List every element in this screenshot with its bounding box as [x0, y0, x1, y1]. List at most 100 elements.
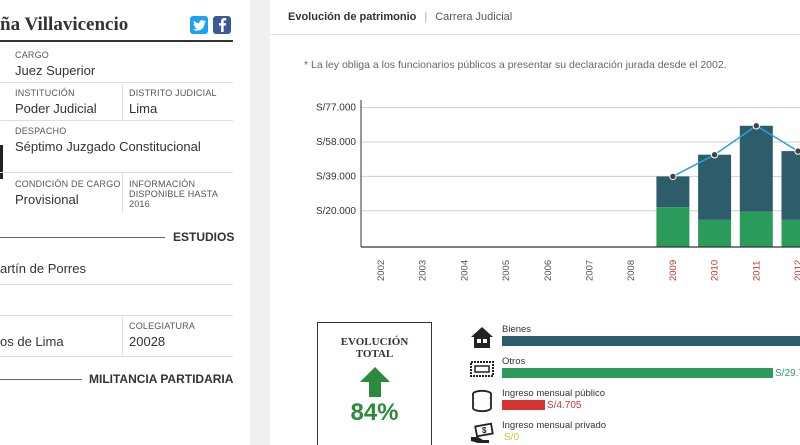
x-tick-label: 2005: [501, 260, 512, 281]
divider: [0, 82, 233, 83]
bar-2010-s0: [698, 219, 732, 247]
estudio-1-value: artín de Porres: [0, 261, 86, 276]
bar-2009-s0: [656, 207, 690, 247]
distrito-value: Lima: [129, 101, 158, 116]
y-tick-label: S/77.000: [316, 103, 356, 114]
institucion-field: INSTITUCIÓN Poder Judicial: [15, 88, 97, 116]
total-title: EVOLUCIÓN TOTAL: [318, 336, 431, 360]
colegiatura-field: COLEGIATURA 20028: [129, 321, 195, 349]
despacho-label: DESPACHO: [15, 126, 67, 136]
divider: [122, 173, 123, 213]
svg-text:$: $: [482, 426, 487, 435]
militancia-heading: MILITANCIA PARTIDARIA: [89, 372, 234, 386]
divider: [0, 172, 233, 173]
tab-bar-rule: [270, 34, 800, 35]
section-rule: [0, 379, 82, 380]
y-tick-label: S/39.000: [316, 171, 356, 182]
profile-name: ña Villavicencio: [0, 14, 129, 35]
distrito-label: DISTRITO JUDICIAL: [129, 88, 217, 98]
total-title-line-2: TOTAL: [355, 348, 394, 360]
twitter-icon[interactable]: [190, 16, 208, 34]
x-tick-label: 2006: [543, 260, 554, 281]
institucion-label: INSTITUCIÓN: [15, 88, 75, 98]
informacion-label-1: INFORMACIÓN: [129, 179, 196, 189]
condicion-label: CONDICIÓN DE CARGO: [15, 179, 121, 189]
line-point: [794, 147, 800, 155]
x-tick-label: 2007: [585, 260, 596, 281]
divider: [0, 284, 233, 285]
despacho-field: DESPACHO Séptimo Juzgado Constitucional: [15, 126, 201, 154]
x-tick-label: 2010: [710, 260, 721, 281]
house-icon: [470, 325, 494, 349]
divider: [0, 356, 233, 357]
x-tick-label: 2008: [626, 260, 637, 281]
breakdown-label: Otros: [502, 356, 526, 367]
y-tick-label: S/58.000: [316, 137, 356, 148]
coins-icon: [470, 389, 494, 413]
x-tick-label: 2011: [751, 261, 762, 281]
breakdown-value: S/4.705: [547, 400, 582, 411]
x-tick-label: 2002: [376, 260, 387, 281]
estudio-1: artín de Porres: [0, 258, 86, 276]
line-point: [752, 122, 760, 130]
y-tick-label: S/20.000: [316, 206, 356, 217]
x-tick-label: 2012: [793, 260, 800, 281]
legal-note: * La ley obliga a los funcionarios públi…: [304, 59, 727, 71]
despacho-value: Séptimo Juzgado Constitucional: [15, 139, 201, 154]
cargo-label: CARGO: [15, 50, 50, 60]
up-arrow-icon: [359, 367, 390, 397]
bar-2009-s1: [656, 176, 690, 208]
cargo-value: Juez Superior: [15, 63, 96, 78]
breakdown-bar: [502, 336, 800, 346]
tab-separator: |: [424, 11, 428, 23]
x-tick-label: 2009: [668, 260, 679, 281]
total-evolution-box: EVOLUCIÓN TOTAL 84%: [317, 322, 432, 445]
bar-2012-s0: [781, 219, 800, 247]
colegiatura-label: COLEGIATURA: [129, 321, 196, 331]
tab-evolucion-patrimonio[interactable]: Evolución de patrimonio: [288, 11, 417, 23]
breakdown-label: Ingreso mensual privado: [502, 420, 607, 431]
bar-2010-s1: [698, 154, 732, 220]
breakdown-value: S/0: [504, 432, 520, 443]
bar-2011-s1: [739, 125, 773, 212]
total-line: [672, 124, 799, 178]
divider: [0, 315, 233, 316]
informacion-label-2: DISPONIBLE HASTA: [129, 189, 219, 199]
tab-bar: Evolución de patrimonio | Carrera Judicial: [288, 11, 512, 23]
institucion-value: Poder Judicial: [15, 101, 97, 116]
breakdown-bar: [502, 368, 773, 378]
condicion-value: Provisional: [15, 192, 79, 207]
breakdown-label: Bienes: [502, 324, 532, 335]
breakdown-value: S/29.705: [775, 368, 800, 379]
line-point: [710, 151, 719, 159]
informacion-field: INFORMACIÓN DISPONIBLE HASTA 2016: [129, 179, 218, 209]
tab-carrera-judicial[interactable]: Carrera Judicial: [435, 11, 513, 23]
estudio-2-value: os de Lima: [0, 334, 64, 349]
informacion-value: 2016: [129, 199, 150, 209]
total-value: 84%: [350, 399, 399, 426]
money-hand-icon: $: [470, 421, 494, 445]
colegiatura-value: 20028: [129, 334, 166, 349]
line-point: [669, 172, 677, 181]
patrimonio-panel: Evolución de patrimonio | Carrera Judicial…: [270, 0, 800, 445]
estudio-2: os de Lima: [0, 331, 64, 349]
profile-card: ña Villavicencio CARGO Juez Superior INS…: [0, 0, 250, 445]
breakdown-bar: [502, 400, 545, 410]
section-rule: [0, 237, 165, 238]
estudios-heading: ESTUDIOS: [173, 230, 235, 244]
cargo-field: CARGO Juez Superior: [15, 50, 95, 78]
total-title-line-1: EVOLUCIÓN: [340, 336, 409, 348]
divider: [122, 316, 123, 356]
divider: [122, 84, 123, 120]
divider: [0, 120, 233, 121]
name-underline: [0, 40, 233, 42]
left-marker: [0, 145, 3, 179]
x-tick-label: 2003: [418, 260, 429, 281]
distrito-field: DISTRITO JUDICIAL Lima: [129, 88, 217, 116]
facebook-icon[interactable]: [213, 16, 231, 34]
bar-2011-s0: [739, 211, 773, 247]
breakdown-label: Ingreso mensual público: [502, 388, 605, 399]
ticket-icon: [470, 357, 494, 381]
condicion-field: CONDICIÓN DE CARGO Provisional: [15, 179, 121, 207]
x-tick-label: 2004: [459, 260, 470, 281]
